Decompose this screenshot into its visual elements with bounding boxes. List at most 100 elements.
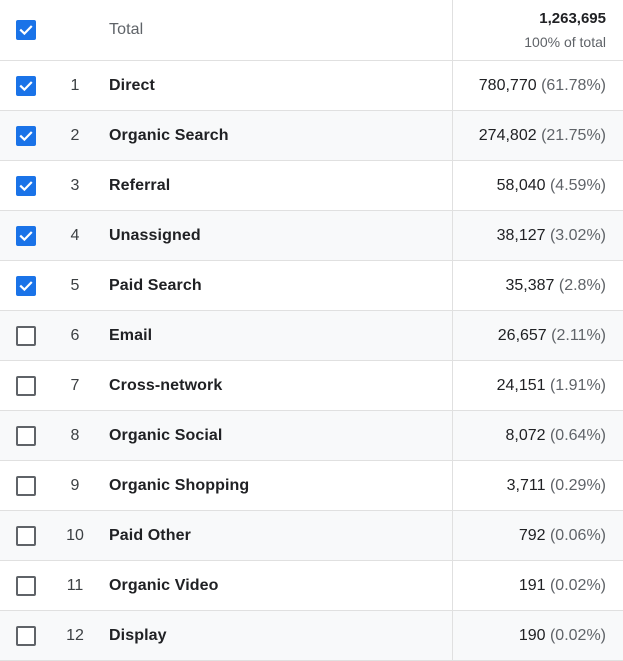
channel-label: Organic Shopping	[109, 476, 250, 494]
metric-percent: (21.75%)	[541, 126, 606, 144]
row-metric: 58,040 (4.59%)	[497, 177, 606, 195]
table-row[interactable]: 6 Email 26,657 (2.11%)	[0, 311, 623, 361]
table-row[interactable]: 5 Paid Search 35,387 (2.8%)	[0, 261, 623, 311]
metric-value: 190	[518, 626, 546, 644]
metric-value: 26,657	[497, 326, 547, 344]
column-divider	[452, 111, 453, 160]
row-checkbox[interactable]	[16, 375, 36, 396]
row-metric: 190 (0.02%)	[519, 627, 606, 645]
channel-label: Email	[109, 326, 153, 344]
checkmark-icon	[19, 280, 33, 291]
channel-label: Organic Search	[109, 126, 229, 144]
total-value: 1,263,695	[539, 9, 606, 27]
table-row[interactable]: 3 Referral 58,040 (4.59%)	[0, 161, 623, 211]
select-all-checkbox[interactable]	[16, 20, 36, 40]
column-divider	[452, 61, 453, 110]
row-checkbox[interactable]	[16, 575, 36, 596]
row-checkbox[interactable]	[16, 525, 36, 546]
metric-percent: (1.91%)	[549, 376, 606, 394]
column-divider	[452, 411, 453, 460]
metric-value: 780,770	[478, 76, 537, 94]
metric-percent: (0.02%)	[549, 626, 606, 644]
metric-percent: (4.59%)	[549, 176, 606, 194]
row-metric: 35,387 (2.8%)	[505, 277, 606, 295]
column-divider	[452, 161, 453, 210]
metric-value: 3,711	[506, 476, 546, 494]
table-header-row: Total 1,263,695 100% of total	[0, 0, 623, 61]
checkmark-icon	[19, 180, 33, 191]
column-divider	[452, 561, 453, 610]
table-row[interactable]: 12 Display 190 (0.02%)	[0, 611, 623, 661]
metric-value: 38,127	[496, 226, 546, 244]
row-index: 9	[70, 476, 80, 494]
row-metric: 780,770 (61.78%)	[479, 77, 606, 95]
channel-label: Unassigned	[109, 226, 201, 244]
row-checkbox[interactable]	[16, 75, 36, 96]
row-metric: 274,802 (21.75%)	[479, 127, 606, 145]
row-checkbox[interactable]	[16, 275, 36, 296]
row-checkbox[interactable]	[16, 325, 36, 346]
table-row[interactable]: 10 Paid Other 792 (0.06%)	[0, 511, 623, 561]
table-row[interactable]: 4 Unassigned 38,127 (3.02%)	[0, 211, 623, 261]
channel-label: Display	[109, 626, 167, 644]
column-divider	[452, 0, 453, 60]
row-index: 12	[66, 626, 84, 644]
total-metric: 1,263,695 100% of total	[524, 10, 606, 51]
metric-value: 8,072	[505, 426, 546, 444]
metric-percent: (0.06%)	[549, 526, 606, 544]
checkmark-icon	[19, 230, 33, 241]
metric-value: 24,151	[496, 376, 546, 394]
column-divider	[452, 311, 453, 360]
table-row[interactable]: 7 Cross-network 24,151 (1.91%)	[0, 361, 623, 411]
channel-label: Organic Video	[109, 576, 219, 594]
row-checkbox[interactable]	[16, 125, 36, 146]
total-label: Total	[109, 21, 144, 38]
row-index: 3	[70, 176, 80, 194]
channel-label: Organic Social	[109, 426, 223, 444]
row-checkbox[interactable]	[16, 225, 36, 246]
checkmark-icon	[19, 130, 33, 141]
row-index: 2	[70, 126, 80, 144]
channel-label: Direct	[109, 76, 155, 94]
metric-percent: (61.78%)	[541, 76, 606, 94]
row-index: 1	[70, 76, 80, 94]
row-index: 5	[70, 276, 80, 294]
row-metric: 191 (0.02%)	[519, 577, 606, 595]
row-checkbox[interactable]	[16, 425, 36, 446]
checkmark-icon	[19, 25, 33, 36]
column-divider	[452, 261, 453, 310]
row-metric: 8,072 (0.64%)	[505, 427, 606, 445]
metric-percent: (0.64%)	[549, 426, 606, 444]
row-checkbox[interactable]	[16, 625, 36, 646]
table-row[interactable]: 2 Organic Search 274,802 (21.75%)	[0, 111, 623, 161]
metric-percent: (0.02%)	[549, 576, 606, 594]
total-percent-label: 100% of total	[524, 33, 606, 50]
row-checkbox[interactable]	[16, 175, 36, 196]
metric-value: 191	[518, 576, 546, 594]
table-row[interactable]: 9 Organic Shopping 3,711 (0.29%)	[0, 461, 623, 511]
channel-label: Referral	[109, 176, 171, 194]
metric-percent: (2.8%)	[558, 276, 606, 294]
row-index: 10	[66, 526, 84, 544]
column-divider	[452, 211, 453, 260]
metric-value: 792	[518, 526, 546, 544]
row-index: 8	[70, 426, 80, 444]
row-metric: 24,151 (1.91%)	[497, 377, 606, 395]
table-row[interactable]: 1 Direct 780,770 (61.78%)	[0, 61, 623, 111]
row-metric: 26,657 (2.11%)	[498, 327, 606, 345]
metric-value: 35,387	[505, 276, 555, 294]
table-body: 1 Direct 780,770 (61.78%) 2 Organic Search 27…	[0, 61, 623, 661]
column-divider	[452, 461, 453, 510]
row-metric: 38,127 (3.02%)	[497, 227, 606, 245]
column-divider	[452, 611, 453, 660]
metric-percent: (3.02%)	[549, 226, 606, 244]
row-index: 6	[70, 326, 80, 344]
table-row[interactable]: 11 Organic Video 191 (0.02%)	[0, 561, 623, 611]
row-checkbox[interactable]	[16, 475, 36, 496]
channel-label: Paid Other	[109, 526, 191, 544]
row-metric: 3,711 (0.29%)	[507, 477, 606, 495]
row-index: 7	[70, 376, 80, 394]
table-row[interactable]: 8 Organic Social 8,072 (0.64%)	[0, 411, 623, 461]
row-metric: 792 (0.06%)	[519, 527, 606, 545]
